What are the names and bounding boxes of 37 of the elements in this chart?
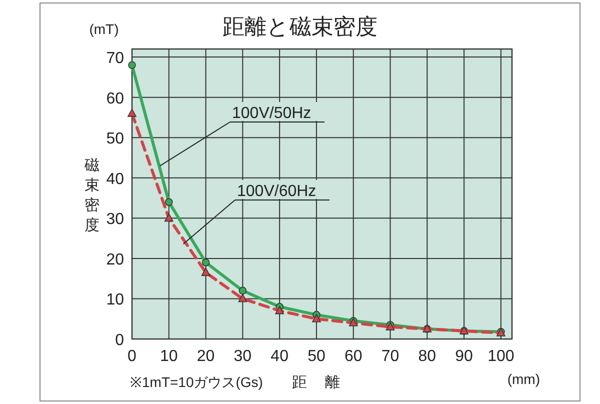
text: (mT): [89, 21, 119, 37]
annotation: 100V/60Hz: [237, 183, 316, 200]
y-tick-label: 60: [106, 90, 124, 108]
y-axis-title: 磁束密度: [84, 157, 100, 234]
text: (mm): [507, 371, 540, 387]
y-tick-label: 20: [106, 251, 124, 268]
x-tick-label: 0: [128, 348, 137, 365]
x-tick-label: 20: [196, 348, 215, 365]
point: [238, 286, 247, 295]
y-tick-label: 50: [106, 130, 124, 148]
text: ※1mT=10ガウス(Gs): [130, 374, 263, 390]
x-tick-label: 30: [234, 348, 252, 365]
point: [164, 198, 173, 206]
y-tick-label: 10: [106, 292, 124, 309]
chart-title: 距離と磁束密度: [222, 14, 378, 39]
point: [275, 306, 284, 314]
x-tick-label: 40: [270, 348, 289, 365]
y-tick-label: 40: [106, 170, 124, 188]
y-tick-label: 0: [115, 332, 124, 349]
x-tick-label: 80: [418, 348, 436, 365]
point: [202, 258, 210, 266]
y-tick-label: 70: [106, 50, 124, 68]
point: [164, 213, 174, 222]
x-tick-label: 100: [488, 348, 514, 365]
x-tick-label: 50: [308, 348, 326, 365]
annotation: 100V/50Hz: [232, 105, 312, 122]
point: [312, 314, 321, 322]
point: [238, 294, 248, 302]
y-tick-label: 30: [106, 211, 124, 228]
x-tick-label: 10: [160, 348, 178, 365]
x-axis-title: 距離: [292, 374, 358, 391]
point: [201, 268, 210, 276]
point: [128, 108, 136, 117]
point: [128, 61, 136, 70]
x-tick-label: 60: [344, 348, 362, 365]
x-tick-label: 90: [455, 348, 474, 365]
x-tick-label: 70: [381, 348, 400, 365]
